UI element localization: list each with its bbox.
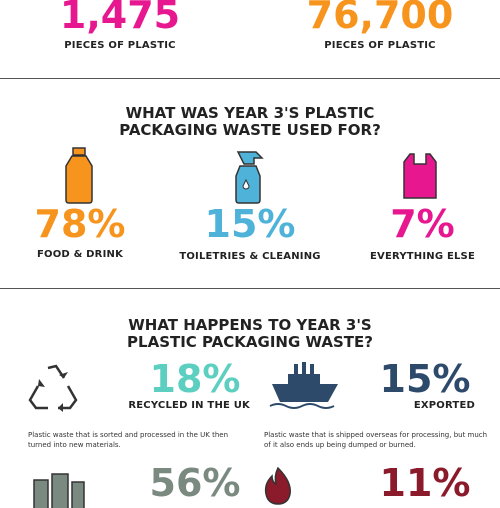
section-title: PACKAGING WASTE USED FOR? bbox=[119, 121, 381, 139]
usage-value: 15% bbox=[204, 202, 296, 246]
section-title: WHAT WAS YEAR 3'S PLASTIC bbox=[125, 104, 375, 122]
recycle-icon bbox=[28, 364, 78, 412]
stat-label: PIECES OF PLASTIC bbox=[64, 40, 176, 51]
bottle-icon bbox=[65, 147, 93, 204]
fire-icon bbox=[264, 466, 291, 505]
section-title: PLASTIC PACKAGING WASTE? bbox=[127, 333, 373, 351]
separator bbox=[0, 78, 500, 79]
stat-value: 76,700 bbox=[306, 0, 454, 37]
fate-value: 56% bbox=[149, 461, 241, 505]
fate-description: Plastic waste that is shipped overseas f… bbox=[264, 431, 488, 449]
usage-label: FOOD & DRINK bbox=[36, 249, 124, 260]
usage-label: TOILETRIES & CLEANING bbox=[179, 251, 321, 262]
fate-label: RECYCLED IN THE UK bbox=[128, 400, 250, 411]
usage-value: 78% bbox=[34, 202, 126, 246]
section-title: WHAT HAPPENS TO YEAR 3'S bbox=[128, 316, 372, 334]
stat-value: 1,475 bbox=[59, 0, 181, 37]
fate-value: 15% bbox=[379, 357, 471, 401]
fate-value: 11% bbox=[379, 461, 471, 505]
bag-icon bbox=[403, 153, 437, 199]
separator bbox=[0, 288, 500, 289]
ship-icon bbox=[269, 362, 338, 409]
fate-value: 18% bbox=[149, 357, 241, 401]
fate-label: EXPORTED bbox=[413, 400, 475, 411]
stat-label: PIECES OF PLASTIC bbox=[324, 40, 436, 51]
usage-label: EVERYTHING ELSE bbox=[369, 251, 475, 262]
usage-value: 7% bbox=[390, 202, 455, 246]
landfill-icon bbox=[33, 473, 85, 508]
fate-description: Plastic waste that is sorted and process… bbox=[28, 431, 229, 449]
spray-icon bbox=[235, 151, 264, 204]
